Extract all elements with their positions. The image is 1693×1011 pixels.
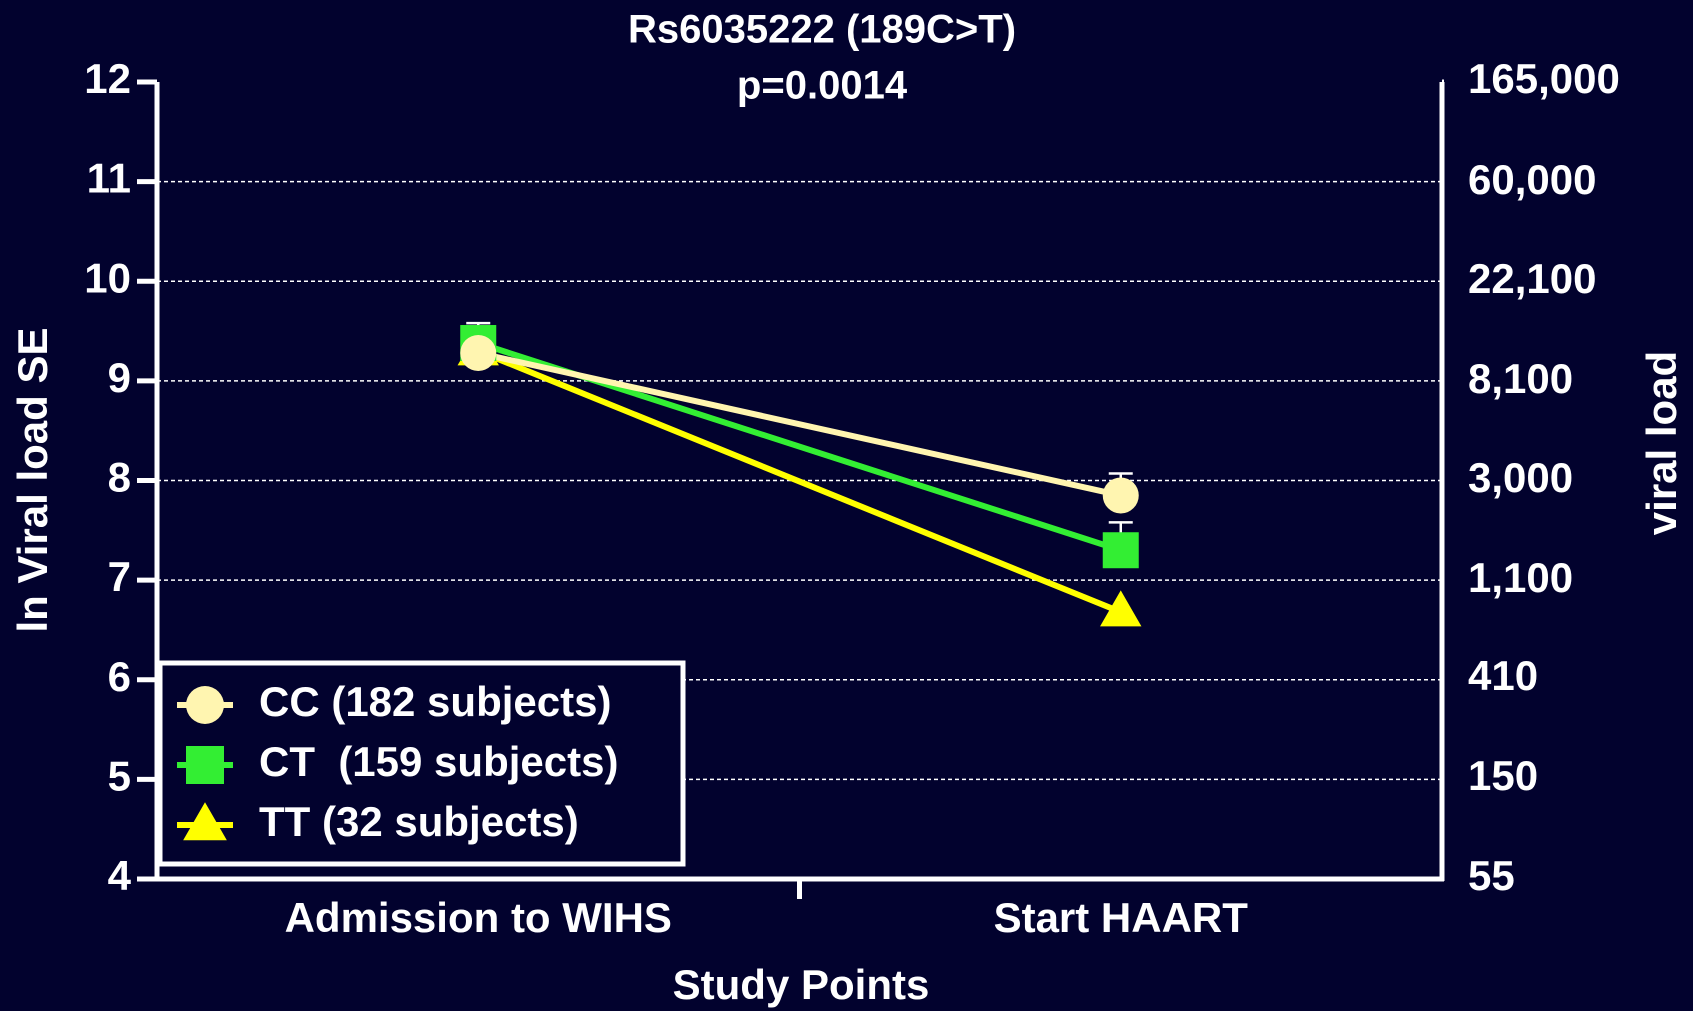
- y-tick-label: 5: [108, 752, 131, 799]
- marker: [186, 746, 224, 784]
- marker: [183, 802, 227, 841]
- y2-tick-label: 22,100: [1468, 255, 1596, 302]
- y2-tick-label: 3,000: [1468, 454, 1573, 501]
- marker: [1102, 477, 1139, 514]
- y2-tick-label: 55: [1468, 852, 1515, 899]
- chart-subtitle: p=0.0014: [737, 64, 908, 108]
- y-axis-label: ln Viral load SE: [9, 328, 56, 633]
- legend-label: CC (182 subjects): [259, 678, 611, 725]
- legend-box: [157, 660, 686, 867]
- marker: [1100, 590, 1142, 627]
- legend-label: CT (159 subjects): [259, 738, 618, 785]
- series-line: [477, 348, 1122, 615]
- series-line: [477, 350, 1122, 499]
- y-tick-label: 6: [108, 653, 131, 700]
- y2-tick-label: 60,000: [1468, 156, 1596, 203]
- y2-tick-label: 165,000: [1468, 55, 1620, 102]
- marker: [1102, 532, 1139, 569]
- marker: [186, 686, 224, 724]
- x-tick-label: Start HAART: [994, 894, 1249, 941]
- x-tick-label: Admission to WIHS: [285, 894, 672, 941]
- chart-title: Rs6035222 (189C>T): [628, 8, 1016, 52]
- y2-tick-label: 150: [1468, 752, 1538, 799]
- marker: [460, 334, 497, 371]
- y-tick-label: 9: [108, 354, 131, 401]
- legend-label: TT (32 subjects): [259, 798, 579, 845]
- x-axis-label: Study Points: [673, 961, 930, 1008]
- y2-tick-label: 1,100: [1468, 554, 1573, 601]
- y2-tick-label: 410: [1468, 652, 1538, 699]
- y-tick-label: 11: [87, 155, 131, 202]
- y-tick-label: 10: [84, 254, 131, 301]
- y-tick-label: 12: [84, 55, 131, 102]
- y2-tick-label: 8,100: [1468, 355, 1573, 402]
- y-tick-label: 7: [108, 553, 131, 600]
- y-tick-label: 8: [108, 454, 131, 501]
- y-tick-label: 4: [108, 852, 132, 899]
- y2-axis-label: viral load: [1638, 351, 1685, 535]
